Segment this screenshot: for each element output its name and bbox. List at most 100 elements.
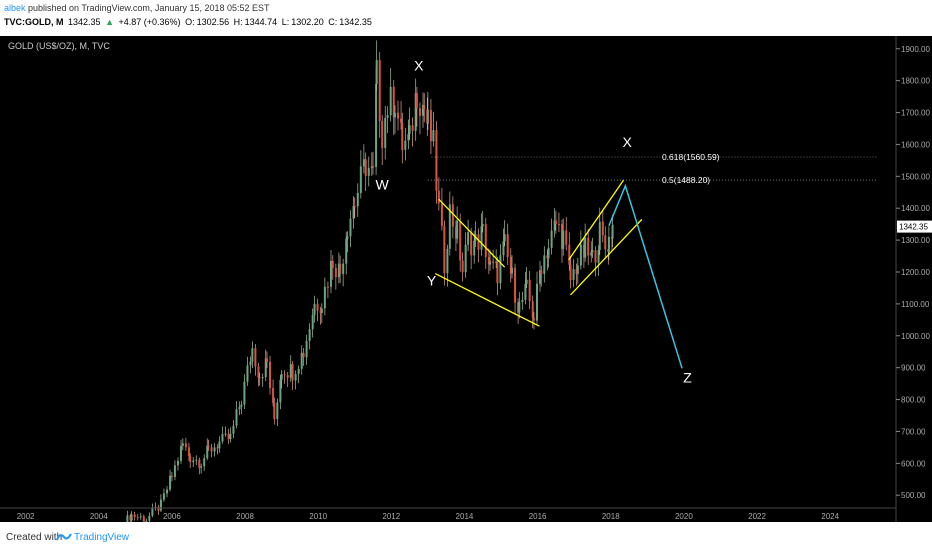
candle-body [575, 269, 578, 275]
candle-body [169, 475, 172, 490]
x-tick-label: 2006 [163, 512, 181, 521]
candle-body [550, 230, 553, 248]
candle-body [437, 190, 440, 204]
y-tick-label: 900.00 [901, 364, 926, 373]
close-value: 1342.35 [339, 17, 372, 27]
candle-body [572, 269, 575, 281]
candle-body [467, 232, 470, 245]
x-tick-label: 2010 [309, 512, 327, 521]
candle-body [582, 244, 585, 258]
chart-svg[interactable]: 0.618(1560.59) 0.5(1488.20) X W Y X Z 500.00 6… [0, 36, 932, 532]
candle-body [389, 86, 392, 116]
candle-body [329, 260, 332, 287]
candle-body [473, 240, 476, 256]
y-tick-label: 1800.00 [901, 77, 930, 86]
tradingview-brand[interactable]: TradingView [74, 532, 130, 543]
publish-header: albek published on TradingView.com, Janu… [0, 0, 932, 36]
candle-body [273, 402, 276, 420]
candle-body [207, 445, 210, 448]
candle-body [176, 460, 179, 466]
wave-label: W [376, 177, 390, 193]
chart-area[interactable]: 0.618(1560.59) 0.5(1488.20) X W Y X Z 500.00 6… [0, 36, 932, 532]
candle-body [528, 279, 531, 302]
channel-line [434, 273, 540, 327]
candle-body [553, 220, 556, 231]
candle-body [601, 221, 604, 236]
x-tick-label: 2004 [90, 512, 108, 521]
tradingview-logo-icon[interactable] [56, 530, 72, 544]
candle-body [224, 433, 227, 435]
candle-body [294, 373, 297, 381]
candle-body [502, 241, 505, 256]
candle-body [276, 402, 279, 420]
up-arrow-icon: ▲ [105, 17, 114, 27]
candle-body [331, 260, 334, 268]
created-with-text: Created with [6, 532, 63, 543]
symbol-label: TVC:GOLD, M [4, 17, 64, 27]
last-price: 1342.35 [68, 17, 101, 27]
candle-body [334, 267, 337, 278]
candle-body [384, 117, 387, 148]
candle-body [227, 433, 230, 440]
candle-body [540, 270, 543, 275]
candle-body [251, 348, 254, 362]
candle-body [480, 226, 483, 250]
candle-body [386, 115, 389, 118]
candle-body [362, 159, 365, 167]
candle-body [210, 447, 213, 452]
candle-body [339, 263, 342, 274]
candle-body [525, 279, 528, 284]
candle-body [180, 445, 183, 461]
candle-body [470, 232, 473, 256]
x-tick-label: 2012 [382, 512, 400, 521]
x-tick-label: 2024 [821, 512, 839, 521]
y-tick-label: 700.00 [901, 427, 926, 436]
candle-body [195, 459, 198, 461]
candle-body [302, 352, 305, 358]
candle-body [130, 514, 133, 521]
y-tick-label: 1600.00 [901, 140, 930, 149]
candle-body [375, 60, 378, 85]
candle-body [524, 283, 527, 300]
candle-body [265, 358, 268, 362]
candle-body [129, 515, 132, 521]
candle-body [372, 166, 375, 168]
author-link[interactable]: albek [4, 3, 26, 13]
candle-body [569, 264, 572, 281]
candle-body [272, 387, 275, 403]
candle-body [370, 166, 373, 168]
candle-body [446, 248, 449, 274]
candle-body [484, 224, 487, 257]
candle-body [364, 159, 367, 176]
candle-body [308, 329, 311, 341]
high-value: 1344.74 [244, 17, 278, 27]
candle-body [456, 220, 459, 239]
candle-body [503, 234, 506, 242]
time-axis[interactable]: 2002 2004 2006 2008 2010 2012 2014 2016 2018 2020… [17, 512, 840, 521]
low-label: L: [281, 17, 290, 27]
candle-body [423, 104, 426, 110]
x-tick-label: 2022 [748, 512, 766, 521]
candle-body [464, 244, 467, 273]
candles-group [123, 40, 614, 532]
candle-body [598, 221, 601, 251]
candle-body [565, 230, 568, 245]
candle-body [408, 125, 411, 134]
last-price-tag [897, 220, 932, 233]
y-tick-label: 1100.00 [901, 300, 930, 309]
candle-body [587, 237, 590, 256]
candle-body [246, 365, 249, 382]
candle-body [579, 244, 582, 266]
x-tick-label: 2014 [456, 512, 474, 521]
candle-body [203, 458, 206, 467]
candle-body [393, 112, 396, 118]
candle-body [381, 121, 384, 148]
candle-body [448, 204, 451, 249]
candle-body [411, 125, 414, 131]
candle-body [240, 404, 243, 407]
candle-body [521, 299, 524, 302]
candle-body [286, 375, 289, 378]
symbol-info: TVC:GOLD, M 1342.35 ▲ +4.87 (+0.36%) O: 1… [4, 17, 374, 27]
price-axis[interactable]: 500.00 600.00 700.00 800.00 900.00 1000.00 110… [896, 45, 932, 500]
fib-level-label: 0.618(1560.59) [662, 152, 720, 162]
